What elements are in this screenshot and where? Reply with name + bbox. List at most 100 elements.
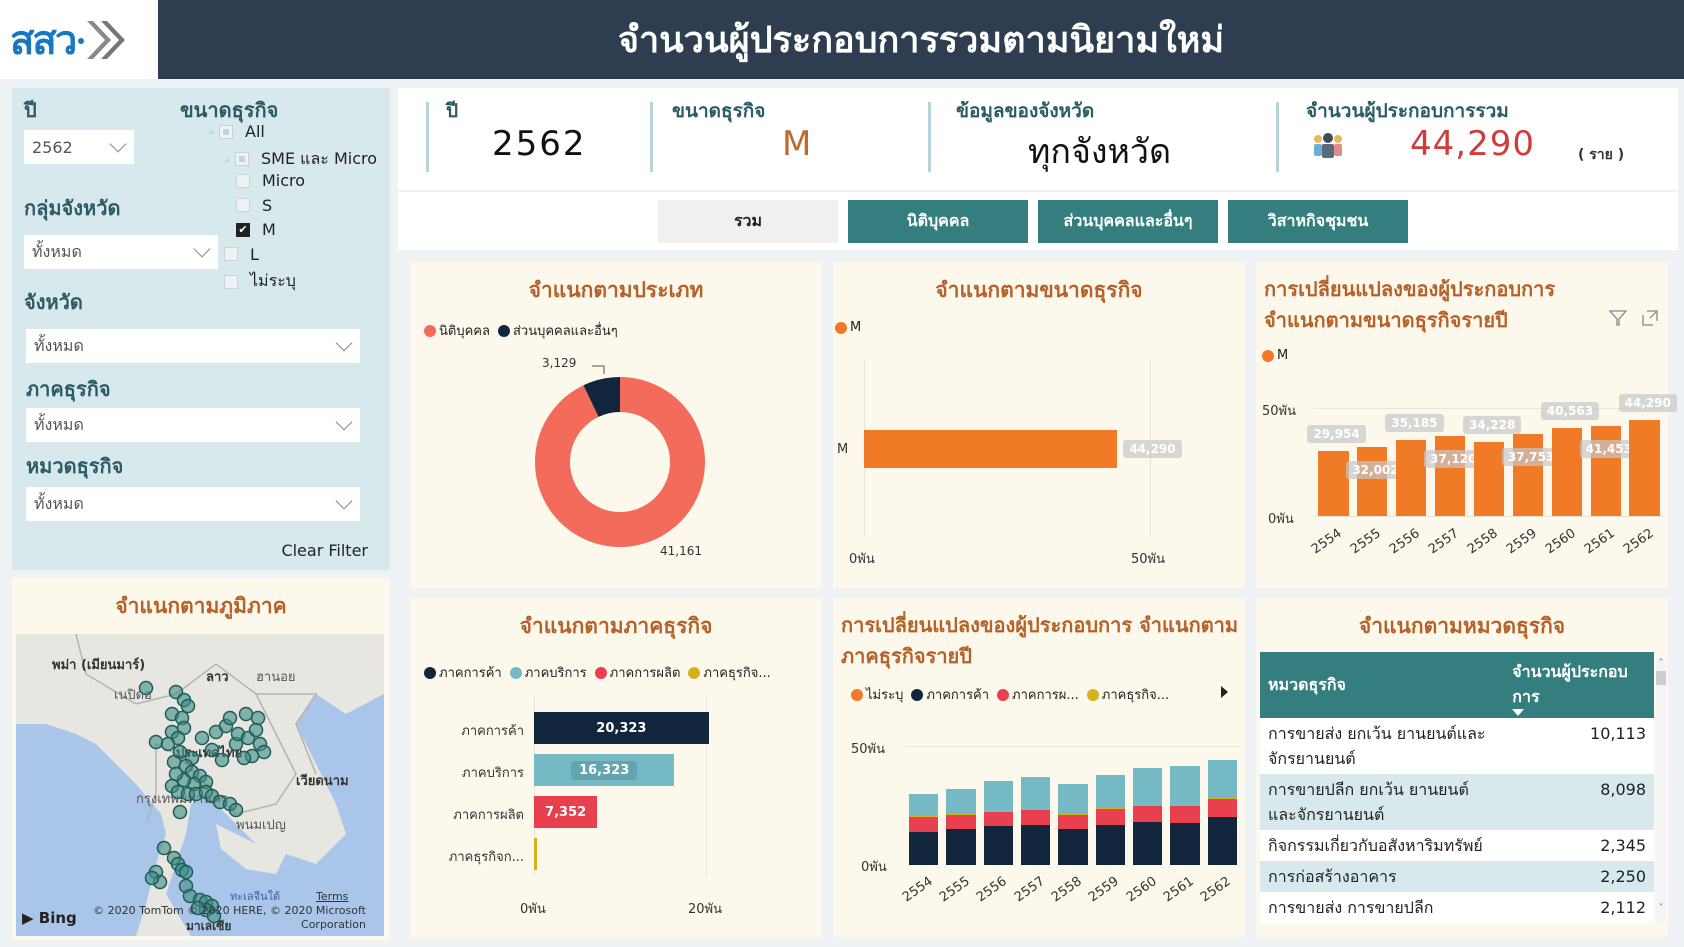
checkbox[interactable] [235, 152, 249, 166]
size-option[interactable]: Micro [236, 171, 305, 190]
stacked-bar-segment[interactable] [1021, 809, 1051, 825]
legend-item[interactable]: ภาคการผลิต [594, 662, 680, 683]
stacked-bar-segment[interactable] [1170, 805, 1200, 823]
province-dropdown[interactable]: ทั้งหมด [26, 329, 360, 363]
tab-total[interactable]: รวม [658, 200, 838, 243]
stacked-bar-segment[interactable] [1207, 798, 1237, 800]
clear-filter-button[interactable]: Clear Filter [281, 541, 368, 560]
stacked-bar-segment[interactable] [1058, 828, 1088, 865]
stacked-bar-segment[interactable] [1095, 775, 1125, 809]
stacked-bar-segment[interactable] [1207, 799, 1237, 817]
table-row[interactable]: กิจกรรมเกี่ยวกับอสังหาริมทรัพย์ 2,345 [1260, 830, 1654, 861]
legend-next-arrow-icon[interactable] [1221, 686, 1228, 698]
bar[interactable] [1318, 451, 1349, 516]
scroll-down-icon[interactable]: ˅ [1658, 903, 1664, 914]
size-yearly-plot[interactable]: 29,954 32,002 35,185 37,120 34,228 37,753 40,5… [1307, 394, 1677, 516]
table-row[interactable]: การขายส่ง ยกเว้น ยานยนต์และจักรยานยนต์ 10… [1260, 718, 1654, 774]
bar[interactable]: 16,323 [534, 754, 675, 786]
stacked-bar-segment[interactable] [983, 826, 1013, 865]
focus-mode-icon[interactable] [1640, 308, 1660, 328]
tab-community-enterprise[interactable]: วิสาหกิจชุมชน [1228, 200, 1408, 243]
legend-item[interactable]: M [1262, 348, 1288, 363]
stacked-bar-segment[interactable] [983, 810, 1013, 812]
table-row[interactable]: การก่อสร้างอาคาร 2,250 [1260, 861, 1654, 892]
stacked-bar-segment[interactable] [1207, 816, 1237, 865]
bar[interactable] [1512, 434, 1544, 516]
type-donut-chart[interactable] [520, 362, 720, 562]
legend-item[interactable]: นิติบุคคล [424, 320, 490, 341]
stacked-bar-segment[interactable] [1095, 808, 1125, 810]
sector-bars[interactable]: ภาคการค้า 20,323 ภาคบริการ 16,323 ภาคการผลิต… [410, 712, 822, 882]
stacked-bar-segment[interactable] [1170, 766, 1200, 806]
stacked-bar-segment[interactable] [1058, 783, 1088, 814]
legend-item[interactable]: M [835, 320, 861, 335]
bar[interactable] [1629, 420, 1660, 516]
legend-item[interactable]: ภาคธุรกิจ... [688, 662, 771, 683]
legend-item[interactable]: ภาคการค้า [424, 662, 502, 683]
stacked-bar-segment[interactable] [909, 831, 939, 865]
checkbox[interactable] [224, 274, 238, 289]
scroll-up-icon[interactable]: ˄ [1658, 658, 1664, 669]
checkbox[interactable]: ✔ [236, 222, 250, 237]
sector-dropdown[interactable]: ทั้งหมด [26, 408, 360, 442]
stacked-bar-segment[interactable] [1170, 822, 1200, 865]
sector-yearly-plot[interactable] [905, 746, 1241, 865]
stacked-bar-segment[interactable] [909, 815, 939, 817]
bar[interactable]: 7,352 [534, 796, 598, 828]
bar[interactable]: 20,323 [534, 712, 709, 744]
stacked-bar-segment[interactable] [1095, 824, 1125, 865]
table-scrollbar[interactable]: ˄ ˅ [1656, 658, 1666, 924]
stacked-bar-segment[interactable] [946, 814, 976, 815]
checkbox[interactable] [236, 173, 250, 188]
legend-item[interactable]: ภาคการผ... [997, 684, 1079, 705]
stacked-bar-segment[interactable] [983, 781, 1013, 811]
legend-item[interactable]: ส่วนบุคคลและอื่นๆ [497, 320, 618, 341]
stacked-bar-segment[interactable] [1133, 805, 1163, 822]
stacked-bar-segment[interactable] [1170, 805, 1200, 806]
stacked-bar-segment[interactable] [1133, 804, 1163, 806]
stacked-bar-segment[interactable] [1021, 824, 1051, 865]
size-option[interactable]: All [208, 122, 265, 141]
size-option[interactable]: L [224, 245, 259, 264]
region-map[interactable]: พม่า (เมียนมาร์) ลาว ฮานอย เนปิดอ ประเทศ… [16, 634, 384, 936]
stacked-bar-segment[interactable] [1207, 759, 1237, 799]
bar[interactable] [1434, 435, 1466, 516]
stacked-bar-segment[interactable] [1058, 813, 1088, 815]
bar[interactable] [1551, 428, 1582, 516]
bar[interactable] [1396, 440, 1427, 516]
checkbox[interactable] [219, 124, 233, 139]
stacked-bar-segment[interactable] [1058, 814, 1088, 829]
scroll-thumb[interactable] [1656, 671, 1666, 685]
category-dropdown[interactable]: ทั้งหมด [26, 487, 360, 521]
stacked-bar-segment[interactable] [1133, 768, 1163, 805]
legend-item[interactable]: ไม่ระบุ [851, 684, 903, 705]
province-bubbles[interactable] [16, 634, 384, 936]
legend-item[interactable]: ภาคการค้า [911, 684, 989, 705]
tab-juristic[interactable]: นิติบุคคล [848, 200, 1028, 243]
table-row[interactable]: การขายปลีก ยกเว้น ยานยนต์และจักรยานยนต์ 8… [1260, 774, 1654, 830]
filter-icon[interactable] [1608, 308, 1628, 328]
checkbox[interactable] [236, 198, 250, 212]
stacked-bar-segment[interactable] [909, 816, 939, 832]
bar[interactable] [534, 838, 537, 870]
size-option[interactable]: ไม่ระบุ [224, 269, 296, 294]
province-group-dropdown[interactable]: ทั้งหมด [24, 235, 218, 269]
expand-icon[interactable] [224, 156, 229, 162]
stacked-bar-segment[interactable] [1133, 821, 1163, 865]
bar[interactable] [1357, 446, 1388, 516]
size-option[interactable]: S [236, 196, 272, 215]
stacked-bar-segment[interactable] [1021, 808, 1051, 810]
table-row[interactable]: การขายส่ง การขายปลีก 2,112 [1260, 892, 1654, 923]
stacked-bar-segment[interactable] [946, 788, 976, 815]
tab-individual[interactable]: ส่วนบุคคลและอื่นๆ [1038, 200, 1218, 243]
column-header-category[interactable]: หมวดธุรกิจ [1260, 652, 1505, 718]
stacked-bar-segment[interactable] [946, 814, 976, 829]
stacked-bar-segment[interactable] [909, 793, 939, 816]
size-option[interactable]: ✔ M [236, 220, 276, 239]
size-option[interactable]: SME และ Micro [224, 147, 377, 172]
stacked-bar-segment[interactable] [983, 811, 1013, 827]
legend-item[interactable]: ภาคบริการ [509, 662, 587, 683]
expand-icon[interactable] [208, 129, 213, 134]
stacked-bar-segment[interactable] [1095, 809, 1125, 825]
map-terms-link[interactable]: Terms [316, 890, 349, 903]
